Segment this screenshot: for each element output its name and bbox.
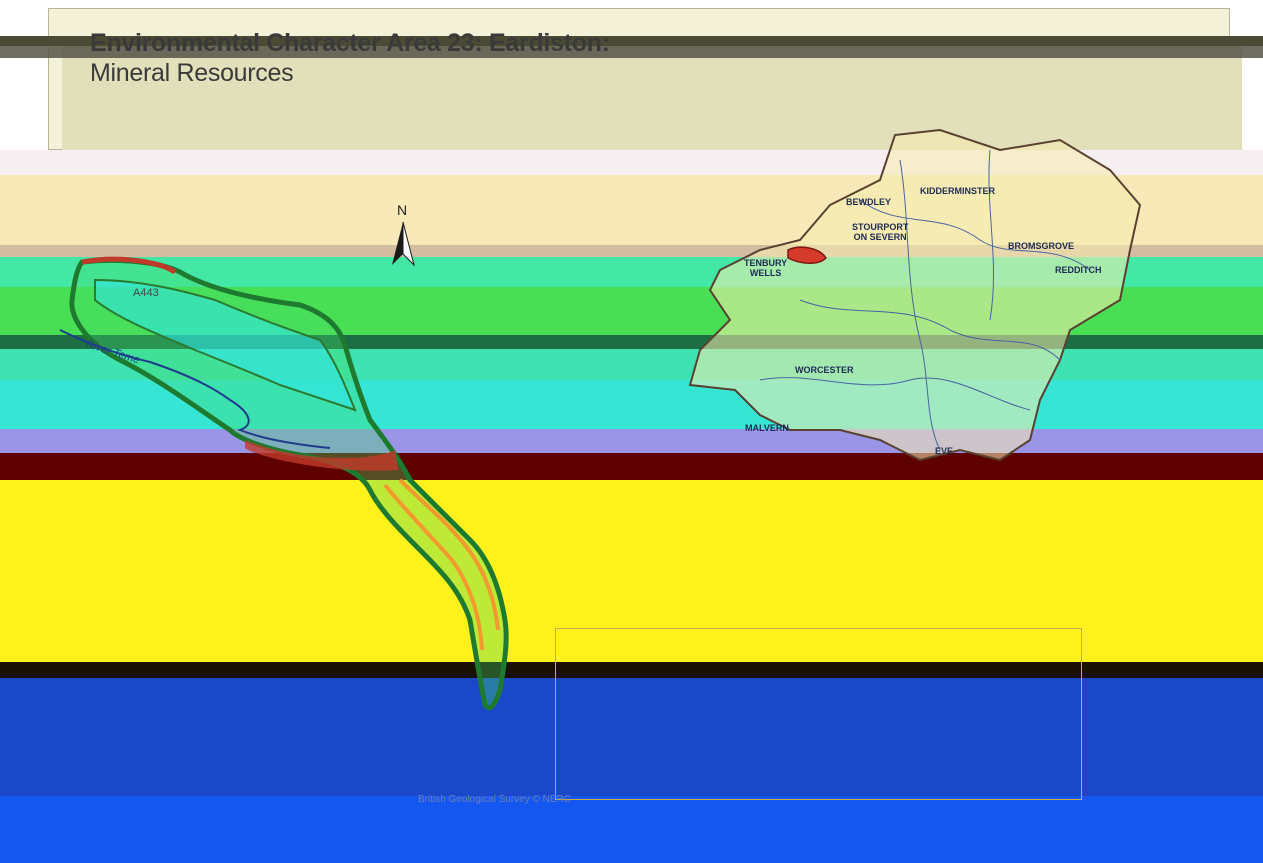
place-malvern: MALVERN — [745, 423, 789, 433]
character-area-inner — [94, 278, 357, 412]
county-inset-districts — [759, 149, 1091, 451]
river-corridor-lower — [383, 478, 500, 651]
road-label: A443 — [133, 287, 159, 299]
mineral-deposit-strip — [245, 440, 398, 471]
band-darkred — [0, 453, 1263, 480]
map-title-line2: Mineral Resources — [90, 59, 294, 87]
place-kidderminster: KIDDERMINSTER — [920, 186, 996, 196]
band-lavender — [0, 429, 1263, 453]
road-a443 — [81, 256, 177, 275]
character-area-outline — [69, 257, 509, 711]
copyright-credit: British Geological Survey © NERC — [418, 794, 571, 805]
map-title: Environmental Character Area 23: Eardist… — [90, 28, 610, 88]
place-worcester: WORCESTER — [795, 365, 854, 375]
north-arrow-label: N — [397, 202, 408, 218]
title-rule — [0, 36, 1263, 46]
eardiston-area-inset — [787, 246, 827, 264]
legend-frame — [555, 628, 1082, 800]
county-inset-outline — [688, 128, 1142, 462]
place-stourport: STOURPORT ON SEVERN — [852, 222, 909, 242]
north-arrow-icon — [392, 221, 415, 267]
place-bromsgrove: BROMSGROVE — [1008, 241, 1075, 251]
map-title-line1: Environmental Character Area 23: Eardist… — [90, 29, 610, 57]
place-tenbury-wells: TENBURY WELLS — [744, 258, 788, 278]
title-rule-shadow — [0, 46, 1263, 58]
place-evesham: EVE — [935, 446, 954, 456]
place-redditch: REDDITCH — [1055, 265, 1102, 275]
band-yellow — [0, 480, 1263, 662]
band-blue — [0, 678, 1263, 796]
band-black — [0, 662, 1263, 678]
place-bewdley: BEWDLEY — [846, 197, 891, 207]
title-panel-shade — [62, 40, 1242, 150]
band-blue-light — [0, 796, 1263, 863]
river-teme — [59, 329, 331, 449]
